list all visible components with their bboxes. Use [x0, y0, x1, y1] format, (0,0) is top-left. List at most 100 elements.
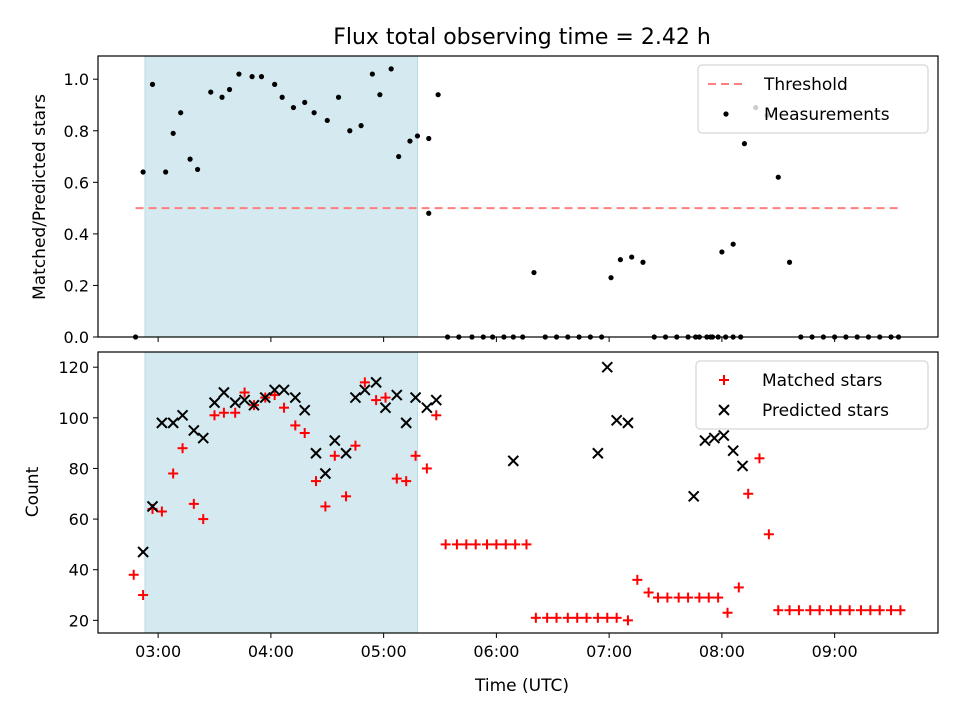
matched-stars-point — [754, 453, 765, 464]
predicted-stars-point — [699, 434, 711, 447]
predicted-stars-point — [146, 500, 159, 513]
matched-stars-point — [602, 612, 613, 623]
predicted-stars-point — [687, 490, 700, 503]
measurements-point — [311, 110, 317, 116]
measurements-point — [324, 117, 330, 124]
x-b — [188, 424, 200, 437]
matched-stars-point — [451, 539, 462, 550]
measurements-point — [719, 249, 725, 255]
measurements-point — [407, 138, 413, 144]
matched-stars-point — [461, 539, 472, 550]
x-b — [400, 417, 412, 429]
matched-stars-point — [562, 612, 573, 623]
predicted-stars-point — [610, 414, 623, 427]
x-b — [299, 404, 311, 416]
x-b — [622, 417, 634, 429]
measurements-point — [219, 94, 225, 100]
measurements-point — [272, 81, 278, 87]
x-b — [197, 432, 209, 444]
legend-predicted-swatch — [718, 404, 730, 416]
x-b — [310, 447, 322, 459]
bottom-y-tick-label: 100 — [58, 409, 89, 428]
legend-box — [697, 64, 929, 134]
x-b — [727, 445, 739, 457]
measurements-point — [140, 169, 146, 175]
predicted-stars-point — [409, 391, 422, 404]
legend-label: Matched stars — [762, 371, 882, 391]
legend-label: Measurements — [764, 105, 890, 125]
predicted-stars-point — [507, 455, 520, 467]
matched-stars-point — [510, 539, 521, 550]
measurements-point — [629, 254, 635, 260]
x-tick-label: 05:00 — [361, 642, 407, 661]
x-b — [268, 384, 281, 396]
bottom-y-tick-label: 40 — [69, 561, 89, 580]
predicted-stars-point — [167, 417, 179, 429]
measurements-point — [388, 66, 394, 72]
matched-stars-point — [662, 592, 673, 603]
x-b — [156, 417, 168, 429]
measurements-point — [208, 89, 214, 95]
x-b — [319, 467, 332, 480]
matched-stars-point — [440, 539, 451, 550]
matched-stars-point — [481, 539, 492, 550]
matched-stars-point — [470, 539, 481, 550]
matched-stars-point — [784, 605, 795, 616]
legend-measurement-swatch — [723, 111, 729, 117]
matched-stars-point — [844, 605, 855, 616]
matched-stars-point — [239, 387, 250, 398]
matched-stars-point — [350, 440, 361, 451]
x-b — [349, 391, 362, 404]
matched-stars-point — [421, 463, 432, 474]
measurements-point — [730, 241, 736, 247]
predicted-stars-point — [176, 409, 189, 421]
matched-stars-point — [299, 428, 310, 439]
matched-stars-point — [329, 450, 340, 461]
x-b — [176, 409, 189, 421]
top-y-tick-label: 1.0 — [64, 70, 89, 89]
measurements-point — [358, 123, 364, 129]
x-b — [379, 401, 392, 414]
measurements-point — [396, 153, 402, 160]
top-y-tick-label: 0.6 — [64, 173, 89, 192]
measurements-point — [258, 74, 265, 80]
measurements-point — [178, 110, 184, 116]
matched-stars-point — [643, 587, 654, 598]
predicted-stars-point — [248, 399, 260, 411]
predicted-stars-point — [340, 447, 352, 459]
predicted-stars-point — [310, 447, 322, 459]
x-b — [592, 447, 604, 459]
x-tick-label: 04:00 — [248, 642, 294, 661]
predicted-stars-point — [299, 404, 311, 416]
measurements-point — [149, 81, 156, 87]
matched-stars-point — [391, 473, 402, 484]
x-b — [421, 401, 433, 414]
matched-stars-point — [290, 420, 301, 431]
measurements-point — [414, 133, 421, 139]
matched-stars-point — [814, 605, 825, 616]
matched-stars-point — [410, 450, 421, 461]
top-y-tick-label: 0.4 — [64, 225, 89, 244]
measurements-point — [187, 156, 193, 162]
matched-stars-point — [359, 377, 370, 388]
predicted-stars-point — [229, 396, 241, 409]
measurements-point — [741, 141, 748, 147]
matched-stars-point — [521, 539, 532, 550]
top-panel: 0.0 0.2 0.4 0.6 0.8 1.0 Threshold Measurements — [64, 55, 939, 347]
matched-stars-point — [551, 612, 562, 623]
measurements-point — [170, 130, 176, 136]
x-b — [278, 384, 290, 396]
matched-stars-point — [401, 476, 412, 487]
matched-stars-point — [673, 592, 684, 603]
matched-stars-point — [713, 592, 724, 603]
x-b — [601, 361, 613, 373]
x-b — [289, 391, 302, 404]
matched-stars-point — [198, 514, 209, 525]
x-b — [208, 396, 221, 409]
matched-stars-point — [530, 612, 541, 623]
legend-label: Threshold — [763, 75, 848, 95]
measurements-point — [369, 71, 375, 77]
matched-stars-point — [835, 605, 846, 616]
matched-stars-point — [320, 501, 331, 512]
predicted-stars-point — [197, 432, 209, 444]
